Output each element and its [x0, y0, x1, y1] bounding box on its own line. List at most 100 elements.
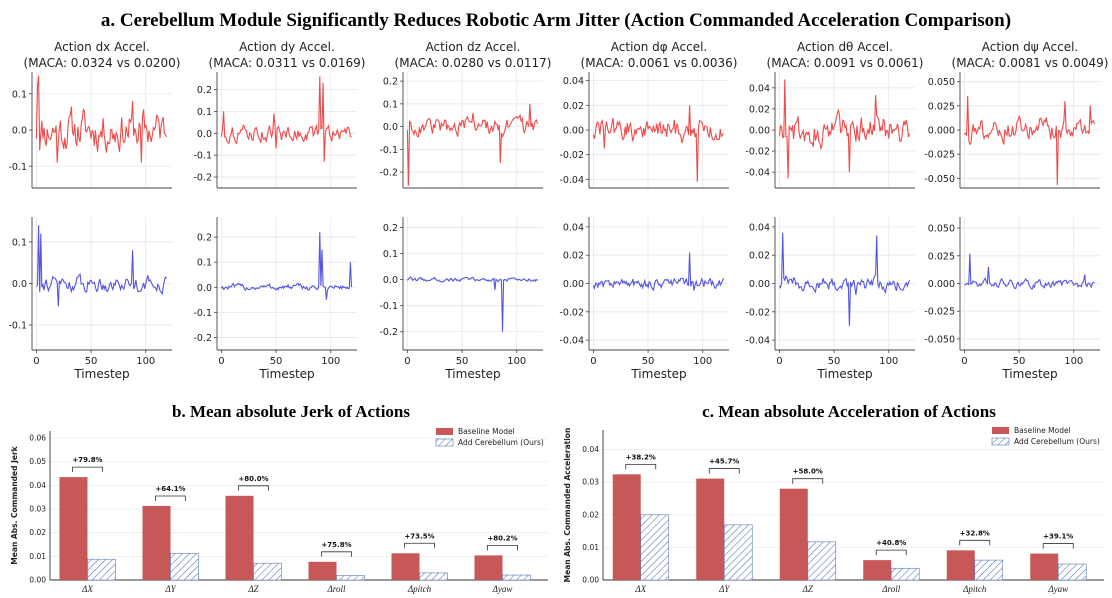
top-line-charts: Action dx Accel. (MACA: 0.0324 vs 0.0200)… — [8, 40, 1108, 381]
chart-title: Action dψ Accel. — [982, 40, 1078, 54]
x-tick-label: Δroll — [327, 584, 346, 594]
x-tick-label: Δyaw — [492, 584, 513, 594]
y-tick-label: 0.00 — [29, 576, 46, 585]
y-tick-label: -0.2 — [193, 173, 212, 184]
ours-panel: 0.2 0.1 0.0 -0.1 -0.2 0 50 100 Timestep — [193, 217, 357, 381]
annotation-bracket — [321, 551, 352, 557]
y-tick-label: -0.04 — [559, 336, 584, 347]
y-tick-label: 0.1 — [197, 107, 212, 118]
bar-baseline — [59, 477, 88, 580]
bar-baseline — [142, 505, 171, 580]
legend-swatch-ours — [991, 437, 1010, 446]
y-tick-label: 0.01 — [582, 543, 599, 552]
y-tick-label: -0.025 — [924, 150, 955, 161]
bar-ours — [170, 552, 199, 581]
y-tick-label: 0.03 — [29, 505, 46, 514]
baseline-panel: 0.2 0.1 0.0 -0.1 -0.2 — [379, 72, 543, 189]
line-chart-dy: Action dy Accel. (MACA: 0.0311 vs 0.0169)… — [193, 40, 365, 381]
annotation-label: +40.8% — [876, 539, 906, 547]
bar-ours — [253, 562, 282, 581]
y-tick-label: 0.0 — [12, 279, 27, 290]
x-tick-label: 50 — [456, 356, 469, 367]
annotation-label: +80.2% — [487, 534, 517, 542]
ours-series-line — [592, 252, 725, 292]
baseline-panel: 0.2 0.1 0.0 -0.1 -0.2 — [193, 72, 357, 189]
legend: Baseline Model Add Cerebellum (Ours) — [435, 427, 544, 447]
legend-swatch-baseline — [436, 428, 453, 435]
x-tick-label: ΔY — [718, 584, 730, 594]
bar-baseline — [779, 488, 808, 580]
x-tick-label: 100 — [693, 356, 712, 367]
y-tick-label: -0.1 — [193, 151, 212, 162]
line-chart-dz: Action dz Accel. (MACA: 0.0280 vs 0.0117)… — [379, 40, 551, 381]
annotation-bracket — [875, 549, 907, 556]
bar-chart-accel: c. Mean absolute Acceleration of Actions… — [563, 402, 1104, 594]
y-tick-label: -0.050 — [924, 174, 955, 185]
annotation-bracket — [1042, 543, 1074, 549]
x-tick-label: Δpitch — [407, 584, 432, 594]
ours-series-line — [778, 232, 911, 326]
annotation-bracket — [487, 545, 518, 551]
y-tick-label: 0.06 — [29, 434, 46, 443]
baseline-panel: 0.1 0.0 -0.1 — [8, 72, 172, 189]
ours-panel: 0.04 0.02 0.00 -0.02 -0.04 0 50 100 Timestep — [745, 217, 915, 381]
y-tick-label: 0.025 — [928, 251, 955, 262]
baseline-panel: 0.050 0.025 0.000 -0.025 -0.050 — [924, 72, 1100, 189]
x-axis-label: Timestep — [444, 367, 500, 381]
y-tick-label: 0.1 — [197, 258, 212, 269]
legend-label-baseline: Baseline Model — [458, 427, 515, 436]
y-tick-label: -0.04 — [559, 175, 584, 186]
ours-panel: 0.050 0.025 0.000 -0.025 -0.050 0 50 100 Timeste… — [924, 217, 1100, 381]
y-tick-label: 0.1 — [12, 237, 27, 248]
y-tick-label: 0.050 — [928, 77, 955, 88]
y-tick-label: -0.050 — [924, 334, 955, 345]
x-tick-label: 100 — [1064, 356, 1083, 367]
bar-ours — [807, 541, 837, 581]
y-tick-label: 0.2 — [197, 233, 212, 244]
y-tick-label: 0.04 — [582, 445, 599, 454]
annotation-bracket — [959, 539, 991, 546]
y-tick-label: 0.02 — [563, 251, 584, 262]
chart-title: c. Mean absolute Acceleration of Actions — [702, 402, 996, 421]
bar-ours — [419, 572, 448, 581]
x-tick-label: ΔX — [81, 584, 93, 594]
y-tick-label: 0.0 — [197, 283, 212, 294]
y-tick-label: 0.000 — [928, 279, 955, 290]
x-tick-label: 0 — [961, 356, 967, 367]
baseline-panel: 0.04 0.02 0.00 -0.02 -0.04 — [745, 72, 915, 189]
bar-ours — [890, 567, 920, 581]
bar-ours — [640, 514, 670, 581]
chart-title: Action dφ Accel. — [611, 40, 707, 54]
line-chart-dtheta: Action dθ Accel. (MACA: 0.0091 vs 0.0061)… — [745, 40, 923, 381]
x-tick-label: Δyaw — [1047, 584, 1068, 594]
annotation-label: +58.0% — [793, 468, 823, 476]
y-tick-label: 0.04 — [563, 76, 584, 87]
baseline-series-line — [406, 103, 539, 186]
y-axis-label: Mean Abs. Commanded Acceleration — [563, 428, 572, 583]
y-tick-label: 0.2 — [197, 85, 212, 96]
annotation-label: +38.2% — [626, 453, 656, 461]
bar-ours — [723, 524, 753, 581]
chart-title: Action dy Accel. — [239, 40, 335, 54]
x-tick-label: 0 — [590, 356, 596, 367]
ours-panel: 0.2 0.1 0.0 -0.1 -0.2 0 50 100 Timestep — [379, 217, 543, 381]
y-axis-label: Mean Abs. Commanded Jerk — [10, 445, 19, 564]
line-chart-dpsi: Action dψ Accel. (MACA: 0.0081 vs 0.0049)… — [924, 40, 1108, 381]
y-tick-label: 0.02 — [563, 101, 584, 112]
line-chart-dx: Action dx Accel. (MACA: 0.0324 vs 0.0200)… — [8, 40, 180, 381]
ours-series-line — [35, 225, 167, 307]
bar-baseline — [946, 550, 975, 580]
bar-baseline — [612, 474, 641, 580]
annotation-label: +80.0% — [238, 475, 268, 483]
annotation-bracket — [792, 478, 824, 484]
annotation-bracket — [404, 542, 435, 549]
y-tick-label: 0.025 — [928, 101, 955, 112]
x-axis-label: Timestep — [73, 367, 129, 381]
x-axis-label: Timestep — [630, 367, 686, 381]
y-tick-label: 0.0 — [12, 126, 27, 137]
y-tick-label: 0.050 — [928, 224, 955, 235]
bar-baseline — [696, 478, 725, 580]
chart-subtitle: (MACA: 0.0324 vs 0.0200) — [24, 56, 181, 70]
y-tick-label: -0.1 — [379, 145, 398, 156]
